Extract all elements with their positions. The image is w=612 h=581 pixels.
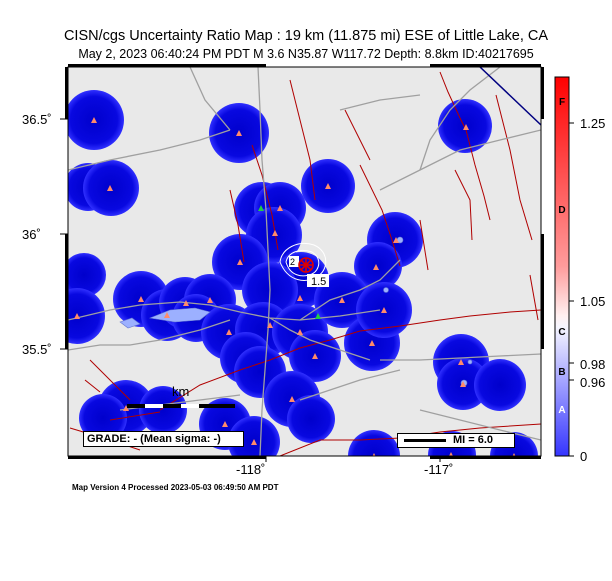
- lon-tick-117: -117˚: [424, 462, 454, 477]
- svg-text:1.5: 1.5: [311, 276, 326, 288]
- colorbar-tick-1-05: 1.05: [580, 294, 606, 309]
- svg-text:2: 2: [290, 257, 295, 267]
- colorbar-tick-0-98: 0.98: [580, 357, 606, 372]
- colorbar-letter-b: B: [558, 367, 566, 378]
- map-frame-ticks: [65, 64, 544, 459]
- colorbar-letter-f: F: [558, 97, 566, 108]
- colorbar-tick-0: 0: [580, 449, 588, 464]
- epicenter-star: [298, 257, 314, 273]
- colorbar: [554, 76, 570, 457]
- footer-processed: Map Version 4 Processed 2023-05-03 06:49…: [72, 483, 279, 492]
- lon-tick-118: -118˚: [236, 462, 266, 477]
- mi-legend-label: MI = 6.0: [453, 434, 494, 446]
- colorbar-letter-a: A: [558, 405, 566, 416]
- svg-text:km: km: [172, 384, 189, 399]
- event-subtitle: May 2, 2023 06:40:24 PM PDT M 3.6 N35.87…: [78, 47, 534, 61]
- station-markers: [74, 117, 516, 456]
- contours: [279, 243, 327, 281]
- scale-bar: km: [127, 384, 235, 408]
- colorbar-letter-c: C: [558, 327, 566, 338]
- map-title: CISN/cgs Uncertainty Ratio Map : 19 km (…: [63, 28, 549, 44]
- colorbar-letter-d: D: [558, 205, 566, 216]
- colorbar-tick-0-96: 0.96: [580, 375, 606, 390]
- mi-legend: MI = 6.0: [397, 433, 515, 448]
- grade-box: GRADE: - (Mean sigma: -): [83, 431, 244, 447]
- lat-tick-36-5: 36.5˚: [22, 112, 52, 127]
- contour-labels: 1.5 2: [289, 256, 329, 288]
- station-markers-green: [258, 205, 321, 319]
- mi-legend-bar: [404, 439, 446, 442]
- lat-tick-35-5: 35.5˚: [22, 342, 52, 357]
- colorbar-tick-1-25: 1.25: [580, 116, 606, 131]
- lat-tick-36: 36˚: [22, 227, 41, 242]
- lakes: [119, 236, 473, 387]
